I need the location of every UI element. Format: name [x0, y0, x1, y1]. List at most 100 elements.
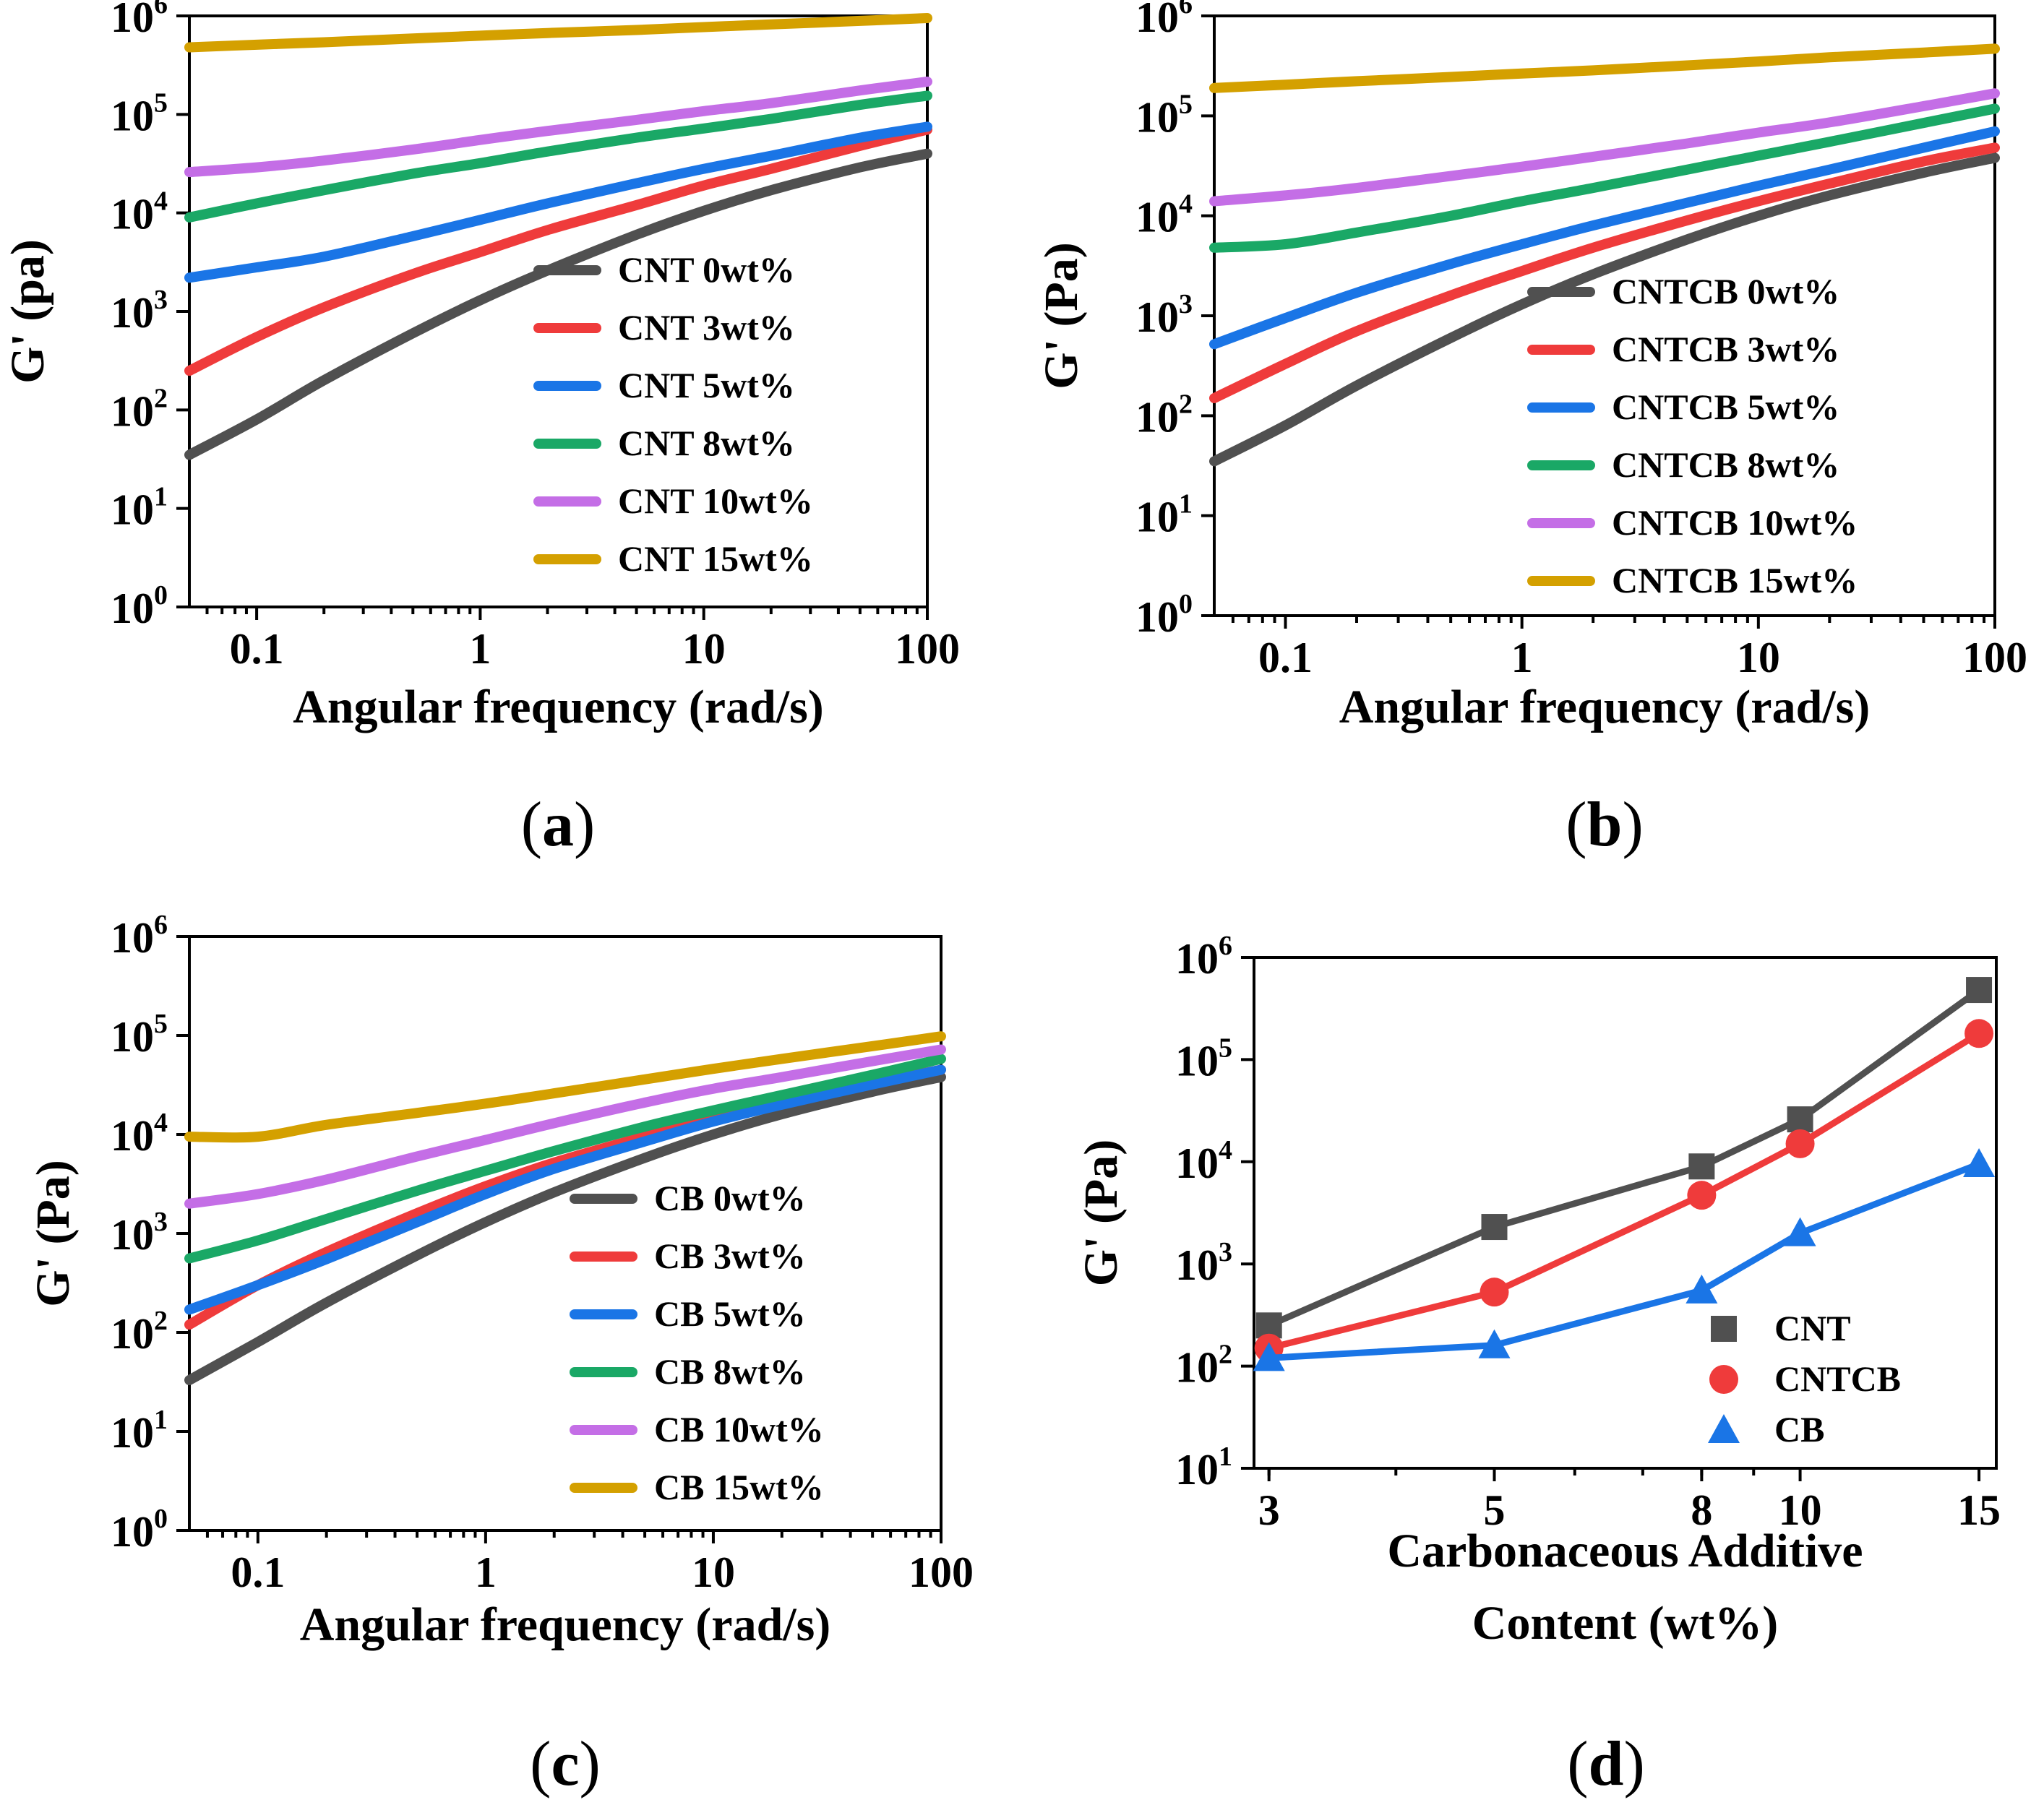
panel-label: (b): [1566, 790, 1644, 860]
legend-label: CNT 15wt%: [618, 538, 813, 579]
x-tick-label: 5: [1483, 1486, 1505, 1534]
series-line-cb-0wt: [184, 1072, 946, 1385]
x-tick-label: 0.1: [230, 625, 284, 673]
series-line-cb-8wt: [184, 1054, 946, 1264]
y-tick-label: 104: [1135, 189, 1193, 241]
legend-label: CNTCB 5wt%: [1612, 387, 1839, 427]
y-tick-label: 104: [1175, 1135, 1232, 1187]
x-tick-label: 0.1: [1258, 634, 1313, 681]
data-point-cntcb: [1687, 1181, 1717, 1210]
x-tick-label: 10: [1737, 634, 1780, 681]
data-point-cnt: [1966, 977, 1993, 1004]
y-tick-label: 102: [111, 383, 168, 435]
series-line-cnt-8wt: [184, 90, 932, 223]
y-axis-title: G' (Pa): [1035, 242, 1088, 389]
x-tick-label: 100: [895, 625, 960, 673]
y-tick-label: 106: [1135, 0, 1193, 41]
x-tick-label: 3: [1258, 1486, 1280, 1534]
legend-label: CNTCB: [1774, 1358, 1901, 1399]
legend-marker: [1708, 1414, 1740, 1443]
legend-label: CNT: [1774, 1308, 1851, 1348]
y-tick-label: 103: [1135, 289, 1193, 341]
legend-label: CNT 5wt%: [618, 365, 795, 405]
y-tick-label: 106: [1175, 931, 1232, 983]
series-line-cb-3wt: [184, 1064, 946, 1330]
x-tick-label: 1: [1511, 634, 1533, 681]
series-line-cnt-10wt: [184, 77, 932, 178]
y-tick-label: 103: [1175, 1237, 1232, 1289]
series-line-cntcb-3wt: [1209, 142, 2000, 403]
x-axis-title: Angular frequency (rad/s): [300, 1598, 831, 1651]
y-tick-label: 100: [1135, 589, 1193, 641]
data-point-cnt: [1481, 1214, 1508, 1241]
legend-label: CNTCB 8wt%: [1612, 444, 1839, 485]
data-point-cb: [1963, 1147, 1996, 1177]
series-line-cnt-5wt: [184, 121, 932, 283]
y-tick-label: 101: [1175, 1442, 1232, 1494]
y-tick-label: 104: [111, 1108, 168, 1160]
x-tick-label: 100: [1962, 634, 2027, 681]
legend-label: CNTCB 15wt%: [1612, 560, 1858, 600]
y-tick-label: 102: [1135, 389, 1193, 441]
legend-label: CB 10wt%: [654, 1409, 824, 1449]
legend-label: CNT 0wt%: [618, 249, 795, 290]
series-line-cnt-15wt: [184, 13, 932, 53]
panel-c: 0.1 1 10 100 100 101 102 103 104 105 106 Angular fr…: [27, 910, 974, 1799]
y-tick-label: 100: [111, 1504, 168, 1556]
data-point-cb: [1686, 1274, 1718, 1304]
y-tick-label: 105: [1135, 89, 1193, 141]
x-axis-title-line: Carbonaceous Additive: [1387, 1525, 1863, 1577]
x-tick-label: 1: [469, 625, 491, 673]
y-tick-label: 102: [111, 1306, 168, 1358]
y-tick-label: 101: [111, 482, 168, 534]
series-line-cnt: [1267, 987, 1981, 1329]
legend-label: CB 8wt%: [654, 1351, 806, 1392]
y-axis-title: G' (pa): [1, 239, 54, 384]
y-tick-label: 105: [1175, 1033, 1232, 1085]
panel-label: (c): [530, 1729, 601, 1799]
legend-label: CNT 3wt%: [618, 307, 795, 348]
series-line-cntcb-8wt: [1209, 103, 2000, 253]
y-tick-label: 105: [111, 1009, 168, 1061]
x-tick-label: 8: [1691, 1486, 1712, 1534]
series-line-cntcb-10wt: [1209, 88, 2000, 207]
y-tick-label: 103: [111, 285, 168, 337]
legend-marker: [1711, 1316, 1737, 1342]
y-tick-label: 100: [111, 580, 168, 632]
panel-label: (a): [521, 790, 596, 860]
series-line-cb-15wt: [184, 1031, 946, 1143]
series-line-cnt-3wt: [184, 124, 932, 376]
series-line-cntcb-15wt: [1209, 43, 2000, 93]
y-axis-title: G' (Pa): [1075, 1140, 1128, 1286]
legend-label: CNTCB 10wt%: [1612, 502, 1858, 543]
panel-d: 3 5 8 10 15 101 102 103 104 105 106 Carbonaceous Ad…: [1075, 931, 2001, 1799]
x-axis-title: Angular frequency (rad/s): [1339, 681, 1871, 733]
data-point-cb: [1478, 1329, 1511, 1358]
panel-label: (d): [1567, 1729, 1645, 1799]
x-tick-label: 15: [1957, 1486, 2001, 1534]
legend-label: CB: [1774, 1409, 1824, 1449]
series-line-cb-5wt: [184, 1064, 946, 1315]
x-tick-label: 0.1: [231, 1548, 285, 1596]
plot-frame: [188, 14, 929, 608]
plot-frame: [188, 935, 942, 1532]
legend-label: CNTCB 0wt%: [1612, 271, 1839, 311]
y-tick-label: 104: [111, 186, 168, 238]
x-axis-title-line: Content (wt%): [1472, 1597, 1778, 1650]
y-tick-label: 102: [1175, 1340, 1232, 1392]
legend-label: CNTCB 3wt%: [1612, 329, 1839, 369]
x-tick-label: 10: [692, 1548, 735, 1596]
x-tick-label: 100: [909, 1548, 974, 1596]
plot-frame: [1213, 14, 1996, 617]
y-tick-label: 101: [111, 1405, 168, 1457]
series-line-cb-10wt: [184, 1044, 946, 1209]
y-tick-label: 105: [111, 87, 168, 139]
series-line-cntcb-5wt: [1209, 126, 2000, 350]
data-point-cb: [1253, 1342, 1285, 1371]
data-point-cnt: [1688, 1153, 1715, 1180]
legend-label: CNT 8wt%: [618, 423, 795, 463]
data-point-cb: [1784, 1217, 1816, 1246]
legend-label: CB 15wt%: [654, 1467, 824, 1507]
legend-label: CB 0wt%: [654, 1178, 806, 1218]
